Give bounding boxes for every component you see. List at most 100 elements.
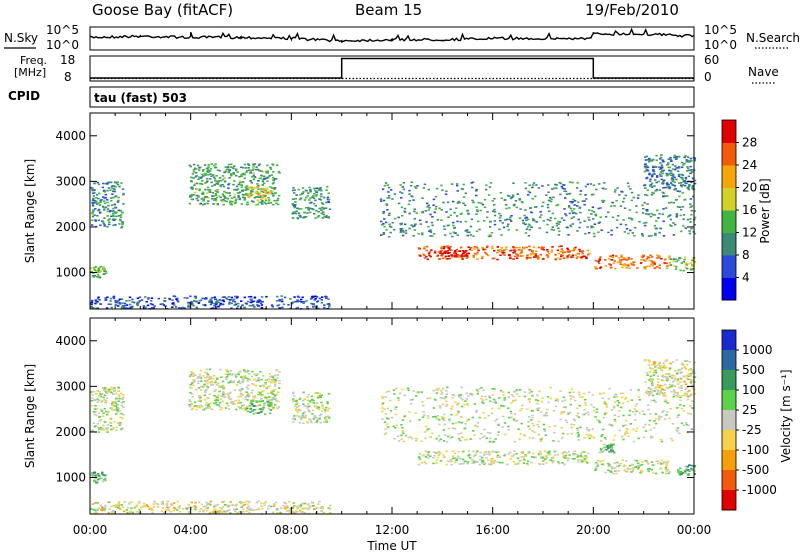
colorbar-swatch — [722, 350, 736, 371]
colorbar-tick-label: -100 — [742, 443, 769, 457]
colorbar-tick-label: -25 — [742, 423, 762, 437]
series-line-Freq. — [90, 57, 694, 79]
heatmap-region-8 — [594, 254, 672, 270]
heatmap-region-3 — [247, 186, 274, 202]
heatmap-region-3 — [246, 400, 273, 416]
nsky-label: N.Sky — [4, 31, 38, 45]
heatmap-region-9 — [643, 154, 697, 192]
freq-left-tick-bottom: 8 — [64, 70, 72, 84]
y-tick-label: 4000 — [55, 334, 86, 348]
y-tick-label: 3000 — [55, 174, 86, 188]
heatmap-region-4 — [291, 185, 332, 220]
time-axis-label: Time UT — [366, 539, 417, 553]
colorbar-tick-label: 20 — [742, 181, 757, 195]
colorbar-swatch — [722, 142, 736, 166]
y-tick-label: 3000 — [55, 379, 86, 393]
heatmap-region-2 — [188, 163, 281, 206]
colorbar-swatch — [722, 255, 736, 278]
y-tick-label: 1000 — [55, 266, 86, 280]
colorbar-tick-label: -1000 — [742, 483, 777, 497]
velocity-ylabel: Slant Range [km] — [23, 364, 37, 468]
colorbar-tick-label: 28 — [742, 136, 757, 150]
colorbar-tick-label: 500 — [742, 363, 765, 377]
colorbar-swatch — [722, 430, 736, 451]
velocity-colorbar: 1000 500 100 25 -25 -100 -500 -1000 — [721, 329, 777, 511]
heatmap-region-6 — [417, 245, 591, 261]
colorbar-swatch — [722, 165, 736, 188]
heatmap-region-4 — [291, 391, 331, 424]
noise-left-tick-top: 10^5 — [46, 23, 79, 37]
heatmap-region-1 — [90, 265, 108, 279]
freq-right-tick-bottom: 0 — [704, 70, 712, 84]
heatmap-region-1 — [90, 471, 107, 484]
heatmap-region-5 — [379, 181, 697, 238]
velocity-data — [90, 359, 697, 515]
colorbar-tick-label: 4 — [742, 271, 750, 285]
cpid-label: CPID — [8, 89, 40, 103]
x-tick-label: 00:00 — [677, 523, 712, 537]
x-tick-label: 12:00 — [375, 523, 410, 537]
y-tick-label: 2000 — [55, 425, 86, 439]
heatmap-region-10 — [677, 464, 696, 477]
x-tick-label: 16:00 — [475, 523, 510, 537]
power-data — [90, 154, 697, 310]
x-tick-label: 00:00 — [73, 523, 108, 537]
heatmap-region-6 — [417, 450, 590, 466]
heatmap-region-0 — [90, 386, 125, 434]
colorbar-swatch — [722, 390, 736, 411]
velocity-cbar-label: Velocity [m s⁻¹] — [779, 369, 793, 462]
date-title: 19/Feb/2010 — [585, 1, 679, 19]
cpid-panel-frame — [89, 86, 695, 108]
colorbar-swatch — [722, 210, 736, 233]
colorbar-tick-label: 12 — [742, 226, 757, 240]
power-axes: 1000 2000 3000 4000 — [55, 113, 695, 309]
y-tick-label: 2000 — [55, 220, 86, 234]
cpid-value: tau (fast) 503 — [94, 91, 187, 105]
power-cbar-label: Power [dB] — [758, 178, 772, 243]
freq-panel-frame — [89, 55, 695, 82]
colorbar-tick-label: 8 — [742, 248, 750, 262]
colorbar-tick-label: 24 — [742, 158, 757, 172]
freq-right-tick-top: 60 — [704, 53, 719, 67]
station-title: Goose Bay (fitACF) — [92, 1, 233, 19]
colorbar-swatch — [722, 450, 736, 471]
colorbar-tick-label: 16 — [742, 203, 757, 217]
y-tick-label: 4000 — [55, 129, 86, 143]
series-line-N.Sky — [89, 27, 695, 44]
freq-label-line2: [MHz] — [14, 66, 46, 79]
colorbar-swatch — [722, 187, 736, 211]
colorbar-tick-label: -500 — [742, 463, 769, 477]
colorbar-tick-label: 100 — [742, 383, 765, 397]
heatmap-region-7 — [440, 250, 469, 258]
power-colorbar: 4 8 12 16 20 24 28 — [721, 119, 757, 301]
freq-label-line1: Freq. — [20, 54, 47, 67]
y-tick-label: 1000 — [55, 471, 86, 485]
noise-left-tick-bottom: 10^0 — [46, 38, 79, 52]
noise-panel-frame — [89, 26, 695, 51]
velocity-panel-frame — [89, 317, 695, 515]
colorbar-swatch — [722, 232, 736, 256]
colorbar-swatch — [722, 370, 736, 391]
noise-series — [89, 27, 695, 44]
freq-series — [90, 57, 694, 80]
noise-right-tick-bottom: 10^0 — [704, 38, 737, 52]
colorbar-swatch — [722, 470, 736, 491]
power-panel-frame — [89, 112, 695, 310]
heatmap-region-7 — [594, 459, 672, 475]
colorbar-swatch — [722, 410, 736, 431]
heatmap-region-11 — [90, 500, 332, 515]
heatmap-region-8 — [598, 443, 616, 454]
heatmap-region-10 — [669, 256, 697, 272]
beam-title: Beam 15 — [355, 1, 422, 19]
colorbar-swatch — [722, 490, 736, 511]
heatmap-region-11 — [90, 295, 331, 310]
heatmap-region-0 — [90, 181, 125, 229]
colorbar-swatch — [722, 277, 736, 301]
colorbar-swatch — [722, 330, 736, 351]
nsearch-label: N.Search — [746, 31, 800, 45]
colorbar-tick-label: 1000 — [742, 343, 773, 357]
time-axis: 00:00 04:00 08:00 12:00 16:00 20:00 00:00 — [73, 523, 712, 537]
velocity-axes: 1000 2000 3000 4000 — [55, 318, 695, 514]
x-tick-label: 20:00 — [576, 523, 611, 537]
